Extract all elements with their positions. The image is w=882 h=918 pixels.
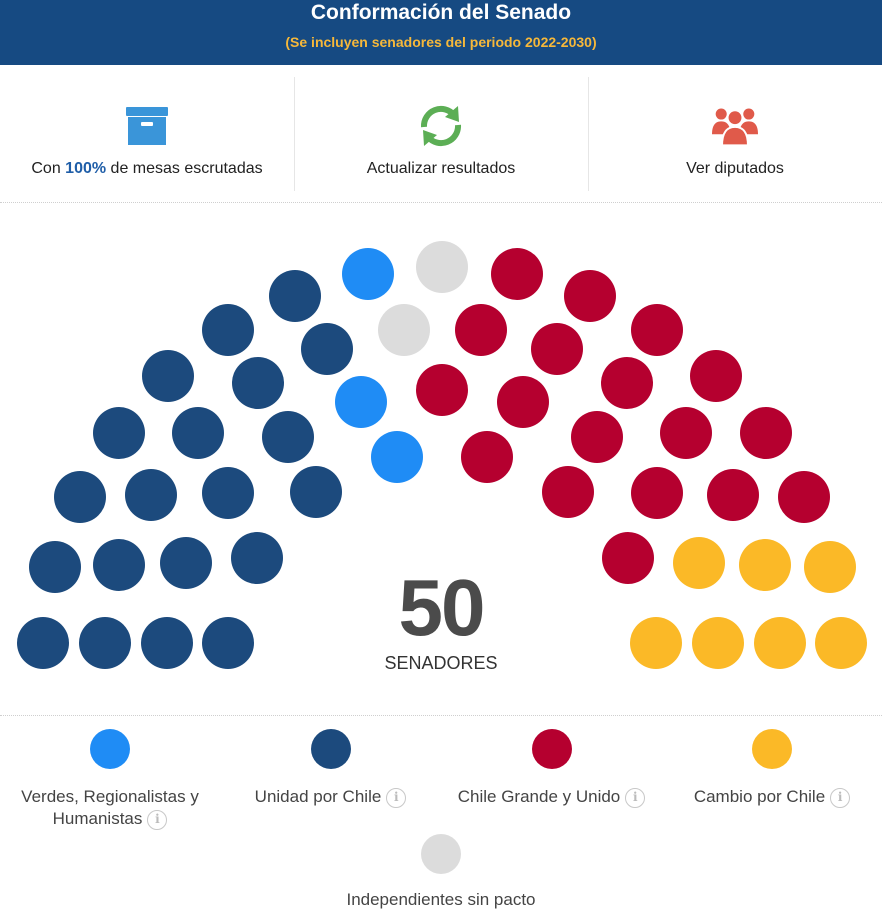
info-icon[interactable]: i [830,787,851,808]
seat-verdes [371,431,423,483]
seat-unidad [262,411,314,463]
group-users-icon [712,108,758,147]
seat-unidad [160,537,212,589]
legend-label-independientes: Independientes sin pacto [346,890,536,909]
legend-item-unidad[interactable]: Unidad por Chile i [220,729,441,808]
seat-unidad [202,467,254,519]
seat-unidad [232,357,284,409]
seat-unidad [202,617,254,669]
seat-unidad [142,350,194,402]
page-subtitle: (Se incluyen senadores del periodo 2022-… [285,34,597,50]
seat-chile-grande [740,407,792,459]
seat-chile-grande [455,304,507,356]
seat-independientes [378,304,430,356]
seat-cambio [692,617,744,669]
seat-chile-grande [461,431,513,483]
page-header: Conformación del Senado (Se incluyen sen… [0,0,882,65]
seat-unidad [269,270,321,322]
seat-cambio [815,617,867,669]
archive-box-icon [126,107,168,145]
seat-chile-grande [707,469,759,521]
legend-dot-verdes [90,729,130,769]
refresh-icon [420,105,462,147]
seat-chile-grande [690,350,742,402]
seat-chile-grande [601,357,653,409]
legend-dot-cambio [752,729,792,769]
seat-unidad [54,471,106,523]
legend-label-chile-grande: Chile Grande y Unido i [441,786,662,808]
seat-unidad [202,304,254,356]
seat-chile-grande [531,323,583,375]
scrutiny-percent: 100% [65,160,107,177]
legend-label-cambio: Cambio por Chile i [662,786,882,808]
seat-unidad [231,532,283,584]
seat-verdes [335,376,387,428]
seat-verdes [342,248,394,300]
legend-dot-independientes [421,834,461,874]
seat-unidad [301,323,353,375]
seat-cambio [673,537,725,589]
legend-label-unidad: Unidad por Chile i [220,786,441,808]
seat-chile-grande [778,471,830,523]
scrutiny-label: Con 100% de mesas escrutadas [31,160,263,177]
legend-dot-chile-grande [531,729,572,769]
seat-chile-grande [416,364,468,416]
senate-hemicycle: 50 SENADORES [0,203,882,715]
seat-cambio [804,541,856,593]
seat-cambio [630,617,682,669]
seat-chile-grande [564,270,616,322]
seat-chile-grande [631,304,683,356]
refresh-results-button[interactable]: Actualizar resultados [294,65,588,202]
seat-chile-grande [491,248,543,300]
legend-item-verdes[interactable]: Verdes, Regionalistas y Humanistas i [0,729,220,830]
info-icon[interactable]: i [147,809,168,830]
seat-chile-grande [571,411,623,463]
seat-chile-grande [497,376,549,428]
page-title: Conformación del Senado [310,1,572,24]
seat-unidad [79,617,131,669]
seat-independientes [416,241,468,293]
seat-chile-grande [602,532,654,584]
scrutiny-status: Con 100% de mesas escrutadas [0,65,294,202]
seat-cambio [754,617,806,669]
deputies-label: Ver diputados [686,160,784,177]
seat-unidad [290,466,342,518]
seat-unidad [93,539,145,591]
seat-unidad [29,541,81,593]
seat-chile-grande [631,467,683,519]
seat-unidad [141,617,193,669]
info-icon[interactable]: i [386,787,407,808]
seat-cambio [739,539,791,591]
seat-unidad [93,407,145,459]
senators-count: 50 [398,563,486,652]
seat-unidad [172,407,224,459]
legend-dot-unidad [310,729,351,769]
senators-count-label: SENADORES [384,653,498,673]
toolbar: Con 100% de mesas escrutadas Actualizar … [0,65,882,203]
legend: Verdes, Regionalistas y Humanistas i Unida… [0,715,882,918]
legend-item-chile-grande[interactable]: Chile Grande y Unido i [441,729,662,808]
legend-item-independientes[interactable]: Independientes sin pacto [291,834,591,911]
seat-unidad [125,469,177,521]
refresh-label: Actualizar resultados [366,160,516,177]
seat-chile-grande [542,466,594,518]
legend-item-cambio[interactable]: Cambio por Chile i [662,729,882,808]
seat-unidad [17,617,69,669]
info-icon[interactable]: i [625,787,646,808]
legend-label-verdes: Verdes, Regionalistas y Humanistas i [21,787,199,830]
view-deputies-button[interactable]: Ver diputados [588,65,882,202]
seat-chile-grande [660,407,712,459]
